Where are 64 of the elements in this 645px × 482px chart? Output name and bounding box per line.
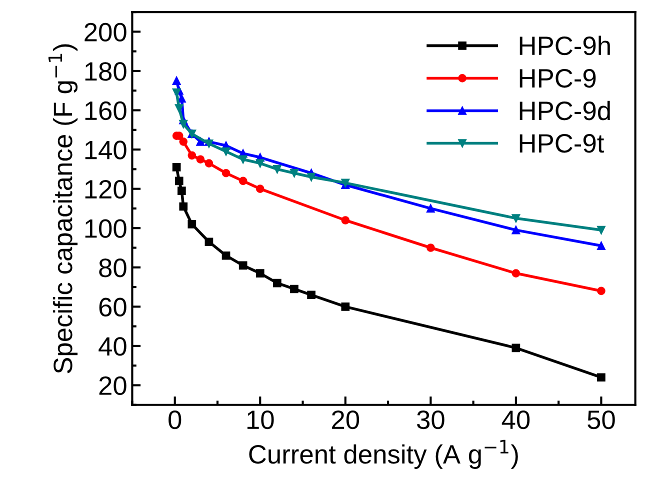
- y-tick-label: 80: [99, 258, 126, 278]
- y-tick-label: 160: [85, 101, 126, 120]
- point: [222, 168, 230, 178]
- point: [204, 159, 214, 168]
- point: [273, 278, 282, 288]
- point: [174, 176, 184, 186]
- x-tick-label: 30: [417, 410, 444, 430]
- point: [204, 139, 214, 148]
- point: [238, 176, 248, 186]
- point: [426, 204, 435, 213]
- point: [341, 216, 350, 224]
- x-tick-label: 20: [332, 410, 360, 430]
- point: [188, 220, 196, 228]
- point: [273, 165, 282, 174]
- point: [307, 172, 316, 182]
- x-axis-title: Current density (A g$^{−1}$): [249, 440, 518, 469]
- point: [512, 344, 520, 352]
- y-tick-label: 120: [85, 180, 126, 199]
- point: [512, 226, 520, 234]
- point: [172, 76, 181, 85]
- point: [290, 168, 298, 178]
- point: [256, 159, 264, 168]
- point: [597, 373, 606, 382]
- x-tick-label: 0: [168, 410, 182, 430]
- y-tick-label: 40: [98, 337, 126, 356]
- y-tick-label: 140: [85, 140, 126, 160]
- point: [597, 242, 606, 250]
- y-tick-label: 200: [84, 22, 126, 42]
- legend-label: HPC-9h: [520, 36, 610, 56]
- y-axis-title: Specific capacitance (F g$^{−1}$): [48, 44, 78, 374]
- y-tick-label: 20: [99, 376, 126, 396]
- point: [597, 226, 606, 234]
- point: [188, 151, 196, 160]
- point: [179, 138, 188, 146]
- point: [238, 155, 248, 164]
- point: [597, 286, 606, 296]
- point: [196, 155, 205, 164]
- point: [256, 184, 264, 193]
- y-tick-label: 100: [85, 219, 126, 238]
- x-tick-label: 40: [502, 410, 530, 430]
- point: [222, 147, 230, 156]
- y-tick-label: 60: [99, 298, 126, 316]
- point: [179, 202, 188, 211]
- point: [290, 284, 298, 294]
- point: [512, 269, 520, 278]
- point: [179, 120, 188, 128]
- point: [238, 261, 248, 270]
- point: [256, 269, 264, 278]
- point: [172, 88, 181, 97]
- point: [307, 290, 316, 300]
- x-tick-label: 50: [588, 410, 615, 430]
- point: [512, 214, 520, 222]
- point: [222, 251, 230, 260]
- legend-label: HPC-9t: [520, 134, 604, 153]
- x-tick-label: 10: [247, 410, 274, 430]
- point: [426, 244, 435, 252]
- legend-label: HPC-9d: [520, 100, 610, 120]
- y-tick-label: 180: [85, 62, 126, 81]
- point: [341, 302, 350, 311]
- point: [204, 238, 214, 246]
- point: [178, 186, 186, 195]
- point: [174, 104, 184, 112]
- point: [172, 163, 181, 172]
- legend-label: HPC-9: [520, 69, 596, 88]
